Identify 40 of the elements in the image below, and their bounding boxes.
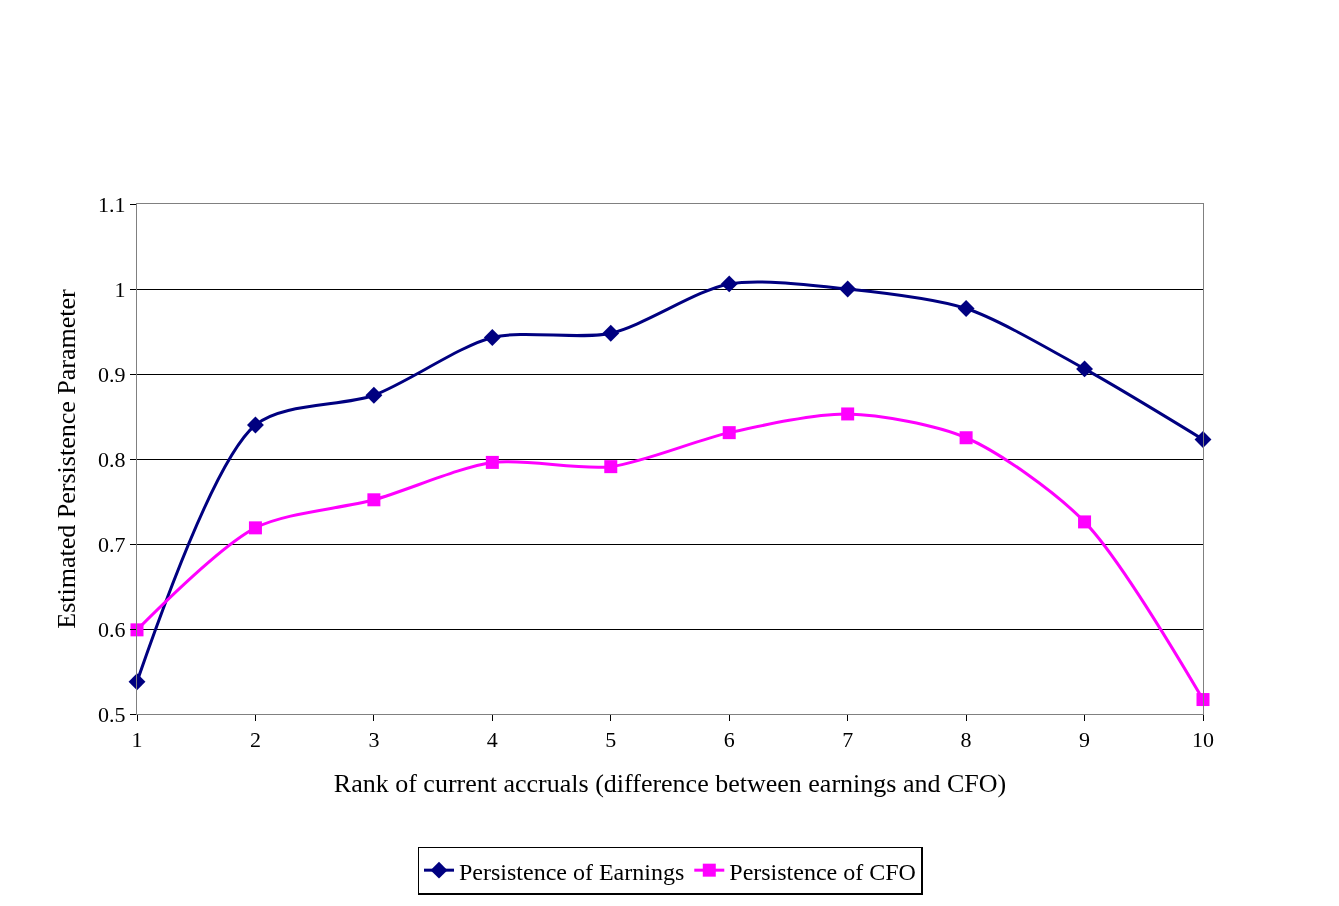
y-tick-label: 0.7 [98, 531, 126, 557]
x-tick-label: 6 [723, 727, 735, 753]
x-tick-label: 9 [1079, 727, 1091, 753]
x-axis-title: Rank of current accruals (difference between earnings and CFO) [333, 769, 1007, 799]
point [959, 431, 973, 445]
y-tick-label: 1.1 [98, 191, 126, 217]
point [1196, 693, 1210, 707]
point [957, 300, 975, 317]
point [485, 455, 499, 469]
y-tick-label: 0.6 [98, 616, 126, 642]
x-tick-label: 3 [368, 727, 380, 753]
point [1076, 360, 1094, 378]
x-tick-label: 5 [605, 727, 617, 753]
point [722, 426, 736, 440]
point [720, 275, 738, 293]
point [367, 493, 381, 507]
x-tick-label: 8 [960, 727, 972, 753]
point [602, 324, 620, 342]
legend-label: Persistence of CFO [729, 858, 916, 885]
x-tick-label: 1 [131, 727, 143, 753]
point [248, 521, 262, 535]
y-tick-label: 0.9 [98, 361, 126, 387]
x-tick-label: 10 [1192, 727, 1214, 753]
point [1078, 515, 1092, 529]
legend-label: Persistence of Earnings [459, 858, 685, 885]
point [483, 329, 501, 346]
point [1194, 431, 1212, 448]
x-tick-label: 4 [486, 727, 498, 753]
point [841, 407, 855, 421]
y-tick-label: 1 [114, 276, 126, 302]
x-tick-label: 2 [249, 727, 261, 753]
point [246, 416, 264, 434]
y-tick-label: 0.8 [98, 446, 126, 472]
point [604, 460, 618, 474]
y-tick-label: 0.5 [98, 701, 126, 727]
x-tick-label: 7 [842, 727, 854, 753]
point [839, 280, 857, 298]
y-axis-title: Estimated Persistence Parameter [52, 289, 82, 629]
point [365, 386, 383, 404]
point [128, 673, 146, 691]
